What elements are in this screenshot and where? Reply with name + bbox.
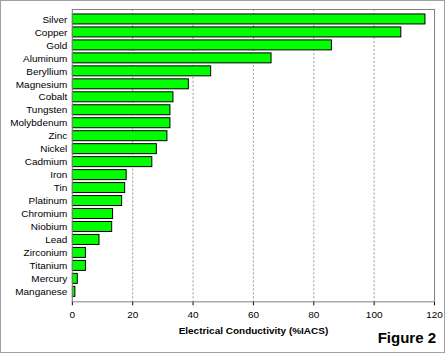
svg-text:Electrical Conductivity (%IACS: Electrical Conductivity (%IACS)	[179, 325, 329, 336]
html-text:Figure 2: Figure 2	[377, 329, 436, 346]
svg-text:Aluminum: Aluminum	[23, 53, 67, 64]
svg-text:Cobalt: Cobalt	[39, 91, 68, 102]
svg-text:Lead: Lead	[45, 234, 67, 245]
svg-text:Tungsten: Tungsten	[26, 104, 67, 115]
svg-text:Iron: Iron	[50, 169, 67, 180]
svg-text:Magnesium: Magnesium	[16, 79, 68, 90]
svg-text:100: 100	[366, 309, 383, 320]
svg-text:Niobium: Niobium	[31, 221, 68, 232]
svg-text:Nickel: Nickel	[40, 143, 67, 154]
svg-text:60: 60	[248, 309, 260, 320]
svg-text:Copper: Copper	[35, 27, 68, 38]
svg-text:Titanium: Titanium	[29, 260, 67, 271]
svg-text:Chromium: Chromium	[21, 208, 67, 219]
svg-text:Zinc: Zinc	[49, 130, 68, 141]
svg-text:Platinum: Platinum	[29, 195, 68, 206]
svg-text:Beryllium: Beryllium	[26, 66, 67, 77]
svg-text:20: 20	[127, 309, 139, 320]
svg-text:Molybdenum: Molybdenum	[10, 117, 67, 128]
svg-text:Mercury: Mercury	[31, 273, 67, 284]
svg-text:0: 0	[70, 309, 76, 320]
svg-text:Manganese: Manganese	[15, 286, 68, 297]
svg-text:80: 80	[308, 309, 320, 320]
svg-text:Zirconium: Zirconium	[24, 247, 68, 258]
svg-text:Silver: Silver	[42, 14, 68, 25]
svg-text:40: 40	[188, 309, 200, 320]
svg-text:120: 120	[426, 309, 443, 320]
svg-text:Gold: Gold	[46, 40, 67, 51]
svg-text:Tin: Tin	[54, 182, 67, 193]
svg-text:Cadmium: Cadmium	[25, 156, 68, 167]
